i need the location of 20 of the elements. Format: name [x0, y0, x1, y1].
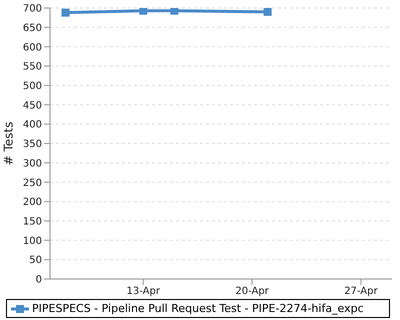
y-tick-label: 650	[22, 22, 42, 34]
y-tick-label: 700	[22, 4, 42, 15]
y-tick-label: 250	[22, 178, 42, 189]
y-tick-label: 550	[22, 62, 42, 73]
y-tick-label: 100	[22, 236, 42, 247]
y-tick-label: 500	[22, 80, 42, 92]
x-tick-label: 13-Apr	[126, 286, 161, 298]
y-tick-label: 200	[22, 197, 42, 208]
y-tick-label: 0	[36, 274, 42, 286]
y-axis-title: # Tests	[1, 122, 16, 166]
y-tick-label: 300	[22, 158, 42, 170]
y-tick-label: 350	[22, 139, 42, 150]
x-tick-label: 20-Apr	[235, 286, 270, 298]
y-tick-label: 450	[22, 100, 42, 112]
y-tick-label: 150	[22, 216, 42, 228]
legend-label: PIPESPECS - Pipeline Pull Request Test - PIPE-2274-hifa_expc	[32, 302, 364, 315]
y-tick-label: 50	[29, 255, 42, 266]
x-tick-label: 27-Apr	[344, 286, 378, 298]
y-tick-label: 600	[22, 42, 42, 54]
y-tick-label: 400	[22, 120, 42, 131]
